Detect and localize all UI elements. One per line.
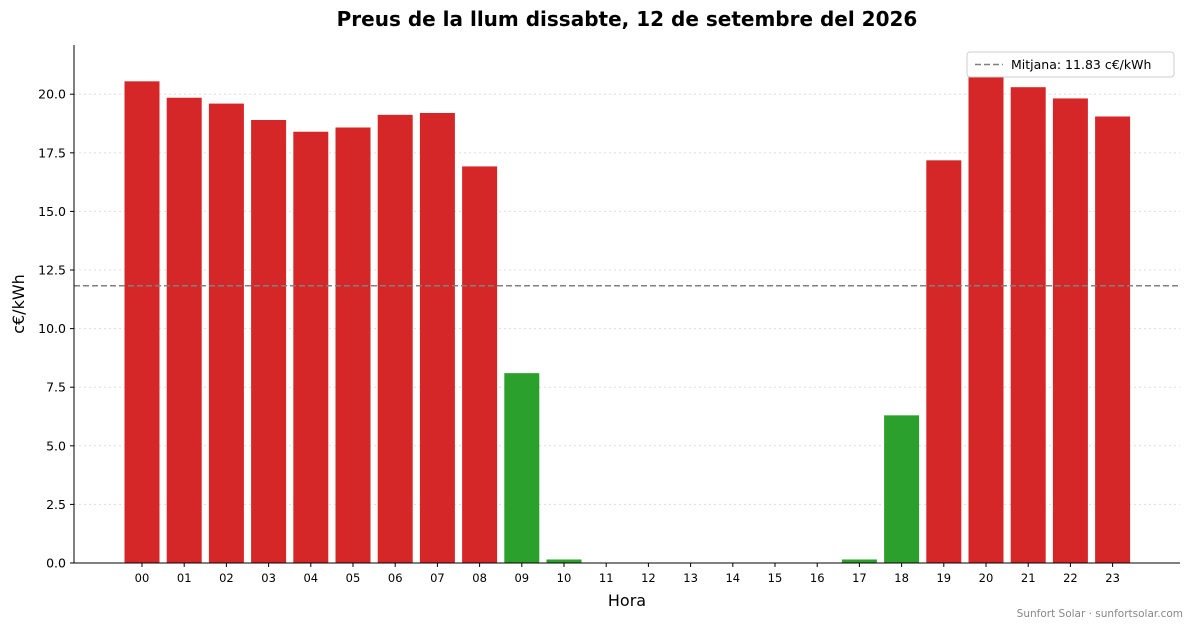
legend-box bbox=[966, 51, 1175, 78]
y-tick-label: 0.0 bbox=[46, 556, 66, 571]
bar-hour-10 bbox=[546, 559, 582, 563]
bar-hour-23 bbox=[1095, 116, 1131, 564]
bar-hour-17 bbox=[841, 559, 877, 563]
x-tick-label: 22 bbox=[1063, 571, 1078, 585]
y-ticks: 0.0 2.5 5.0 7.5 10.0 12.5 15.0 17.5 20.0 bbox=[38, 87, 74, 571]
bar-hour-18 bbox=[884, 415, 920, 563]
x-tick-label: 00 bbox=[135, 571, 150, 585]
x-tick-label: 03 bbox=[261, 571, 276, 585]
bar-hour-08 bbox=[462, 166, 498, 563]
y-tick-label: 2.5 bbox=[46, 497, 66, 512]
bars-group bbox=[124, 76, 1131, 564]
legend: Mitjana: 11.83 c€/kWh bbox=[966, 51, 1175, 78]
x-ticks: 00 01 02 03 04 05 06 07 08 09 10 11 12 13 14 15 16 17 18 19… bbox=[135, 563, 1120, 585]
y-tick-label: 7.5 bbox=[46, 380, 66, 395]
chart-title: Preus de la llum dissabte, 12 de setembr… bbox=[337, 7, 918, 31]
x-axis-label: Hora bbox=[608, 591, 646, 610]
x-tick-label: 11 bbox=[599, 571, 614, 585]
bar-hour-04 bbox=[293, 131, 329, 563]
x-tick-label: 21 bbox=[1021, 571, 1036, 585]
bar-hour-05 bbox=[335, 127, 371, 563]
bar-hour-09 bbox=[504, 373, 540, 563]
x-tick-label: 17 bbox=[852, 571, 867, 585]
legend-mean-label: Mitjana: 11.83 c€/kWh bbox=[1011, 57, 1151, 72]
x-tick-label: 19 bbox=[936, 571, 951, 585]
x-tick-label: 02 bbox=[219, 571, 234, 585]
y-tick-label: 20.0 bbox=[38, 87, 66, 102]
bar-hour-20 bbox=[968, 76, 1004, 564]
bar-hour-21 bbox=[1010, 87, 1046, 563]
y-tick-label: 15.0 bbox=[38, 204, 66, 219]
bar-hour-01 bbox=[166, 97, 202, 564]
bar-hour-00 bbox=[124, 81, 160, 563]
x-tick-label: 04 bbox=[303, 571, 318, 585]
y-tick-label: 5.0 bbox=[46, 438, 66, 453]
x-tick-label: 14 bbox=[725, 571, 740, 585]
x-tick-label: 05 bbox=[346, 571, 361, 585]
x-tick-label: 15 bbox=[768, 571, 783, 585]
bar-hour-06 bbox=[377, 114, 413, 563]
bar-hour-19 bbox=[926, 160, 962, 563]
x-tick-label: 16 bbox=[810, 571, 825, 585]
x-tick-label: 18 bbox=[894, 571, 909, 585]
bar-hour-07 bbox=[419, 112, 455, 564]
x-tick-label: 12 bbox=[641, 571, 656, 585]
y-tick-label: 17.5 bbox=[38, 145, 66, 160]
bar-hour-22 bbox=[1052, 98, 1088, 563]
x-tick-label: 10 bbox=[557, 571, 572, 585]
x-tick-label: 09 bbox=[514, 571, 529, 585]
x-tick-label: 20 bbox=[979, 571, 994, 585]
x-tick-label: 06 bbox=[388, 571, 403, 585]
x-tick-label: 13 bbox=[683, 571, 698, 585]
credit-text: Sunfort Solar · sunfortsolar.com bbox=[1017, 608, 1183, 620]
x-tick-label: 08 bbox=[472, 571, 487, 585]
bar-hour-03 bbox=[251, 120, 287, 564]
bar-hour-02 bbox=[208, 103, 244, 563]
y-tick-label: 10.0 bbox=[38, 321, 66, 336]
x-tick-label: 07 bbox=[430, 571, 445, 585]
x-tick-label: 01 bbox=[177, 571, 192, 585]
x-tick-label: 23 bbox=[1105, 571, 1120, 585]
y-axis-label: c€/kWh bbox=[9, 274, 28, 334]
y-tick-label: 12.5 bbox=[38, 263, 66, 278]
